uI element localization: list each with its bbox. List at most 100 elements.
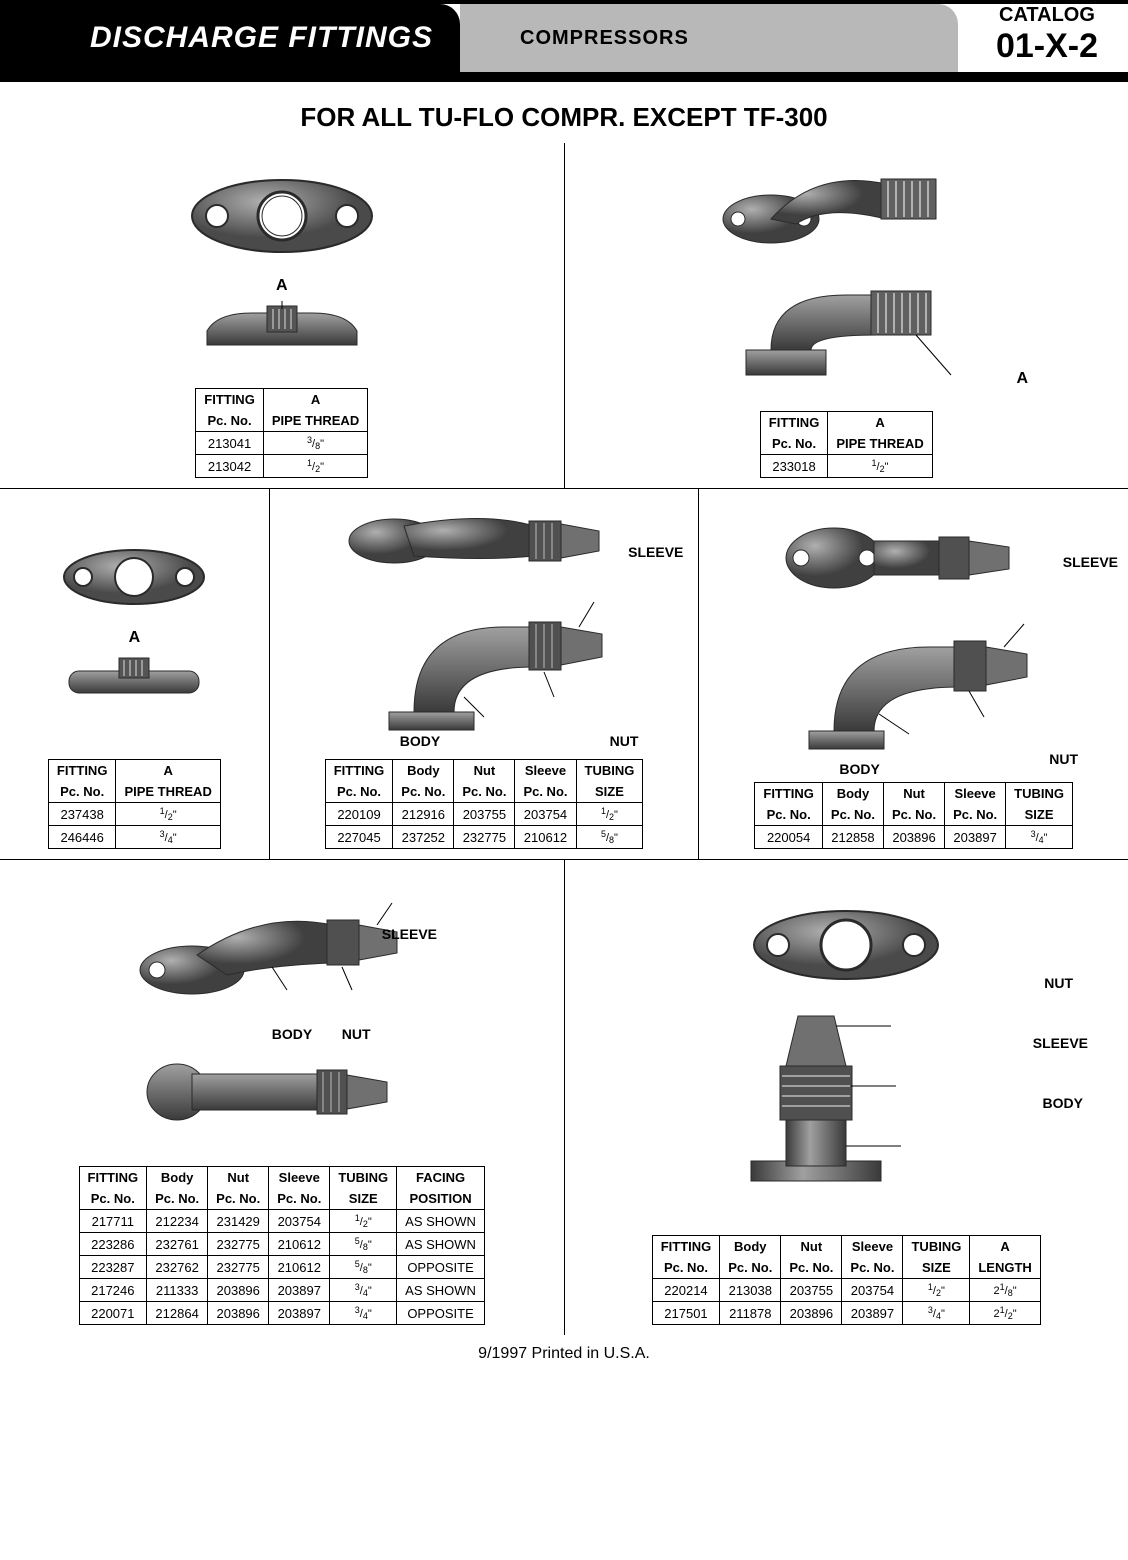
col-header: A bbox=[828, 412, 932, 434]
cell: 203896 bbox=[884, 826, 945, 849]
cell: 211333 bbox=[147, 1279, 208, 1302]
cell-elbow-2: SLEEVE NUT BODY FITTINGBodyNutSleeveTUBI… bbox=[270, 489, 700, 859]
cell: 203896 bbox=[208, 1279, 269, 1302]
col-subheader: PIPE THREAD bbox=[116, 781, 220, 803]
table-row: 2201092129162037552037541/2" bbox=[325, 803, 643, 826]
table-row: 2130413/8" bbox=[196, 432, 368, 455]
elbow-assy-top-icon bbox=[344, 506, 624, 576]
cell: 203897 bbox=[269, 1279, 330, 1302]
cell: 3/8" bbox=[263, 432, 367, 455]
cell: 212234 bbox=[147, 1210, 208, 1233]
cell: 1/2" bbox=[330, 1210, 397, 1233]
table-2: FITTINGAPc. No.PIPE THREAD2330181/2" bbox=[760, 411, 933, 478]
col-header: Sleeve bbox=[515, 760, 576, 782]
label-body-4: BODY bbox=[1043, 1095, 1083, 1111]
cell: 220109 bbox=[325, 803, 393, 826]
col-header: Body bbox=[147, 1167, 208, 1189]
cell: 227045 bbox=[325, 826, 393, 849]
col-header: Nut bbox=[884, 783, 945, 805]
cell: 212858 bbox=[822, 826, 883, 849]
col-subheader: LENGTH bbox=[970, 1257, 1040, 1279]
elbow-side-icon bbox=[716, 275, 976, 385]
table-3: FITTINGAPc. No.PIPE THREAD2374381/2"2464… bbox=[48, 759, 221, 849]
col-subheader: POSITION bbox=[397, 1188, 485, 1210]
col-header: FITTING bbox=[325, 760, 393, 782]
col-header: TUBING bbox=[576, 760, 643, 782]
cell: 5/8" bbox=[330, 1256, 397, 1279]
col-subheader: SIZE bbox=[330, 1188, 397, 1210]
table-row: 2464463/4" bbox=[48, 826, 220, 849]
cell: OPPOSITE bbox=[397, 1302, 485, 1325]
cell: 213038 bbox=[720, 1279, 781, 1302]
col-header: A bbox=[263, 389, 367, 411]
col-header: FITTING bbox=[652, 1236, 720, 1258]
label-nut-2: NUT bbox=[1049, 751, 1078, 767]
table-7: FITTINGBodyNutSleeveTUBINGAPc. No.Pc. No… bbox=[652, 1235, 1041, 1325]
cell: 220071 bbox=[79, 1302, 147, 1325]
flange-side-view-icon bbox=[197, 301, 367, 351]
catalog-number: 01-X-2 bbox=[996, 27, 1098, 66]
col-subheader: Pc. No. bbox=[842, 1257, 903, 1279]
col-subheader: Pc. No. bbox=[781, 1257, 842, 1279]
cell: 203897 bbox=[269, 1302, 330, 1325]
col-header: Sleeve bbox=[269, 1167, 330, 1189]
elbow-assy-top-2-icon bbox=[779, 513, 1049, 598]
label-sleeve-3: SLEEVE bbox=[382, 926, 437, 942]
row-1: A FITTINGAPc. No.PIPE THREAD2130413/8"21… bbox=[0, 143, 1128, 489]
cell: 1/2" bbox=[576, 803, 643, 826]
page-title: FOR ALL TU-FLO COMPR. EXCEPT TF-300 bbox=[0, 102, 1128, 133]
cell: 1/2" bbox=[263, 455, 367, 478]
cell: 203896 bbox=[781, 1302, 842, 1325]
table-row: 2202142130382037552037541/2"21/8" bbox=[652, 1279, 1040, 1302]
cell: 220054 bbox=[755, 826, 823, 849]
label-sleeve-4: SLEEVE bbox=[1033, 1035, 1088, 1051]
table-row: 2200542128582038962038973/4" bbox=[755, 826, 1073, 849]
elbow-face-side-icon bbox=[137, 1052, 427, 1127]
cell-straight: NUT SLEEVE BODY FITTINGBodyNutSleeveTUBI… bbox=[565, 860, 1128, 1335]
col-header: FITTING bbox=[760, 412, 828, 434]
col-subheader: Pc. No. bbox=[884, 804, 945, 826]
cell: 231429 bbox=[208, 1210, 269, 1233]
row-3: BODY NUT SLEEVE FITTINGBodyNutSleeveTUBI… bbox=[0, 860, 1128, 1335]
cell: 1/2" bbox=[903, 1279, 970, 1302]
flange-top-3-icon bbox=[746, 905, 946, 985]
cell: 203755 bbox=[454, 803, 515, 826]
table-row: 2172462113332038962038973/4"AS SHOWN bbox=[79, 1279, 484, 1302]
cell: 213042 bbox=[196, 455, 264, 478]
col-header: A bbox=[116, 760, 220, 782]
col-subheader: Pc. No. bbox=[652, 1257, 720, 1279]
cell: 232761 bbox=[147, 1233, 208, 1256]
col-header: Nut bbox=[454, 760, 515, 782]
table-row: 2177112122342314292037541/2"AS SHOWN bbox=[79, 1210, 484, 1233]
cell: 21/2" bbox=[970, 1302, 1040, 1325]
cell: 5/8" bbox=[576, 826, 643, 849]
col-header: TUBING bbox=[903, 1236, 970, 1258]
table-1: FITTINGAPc. No.PIPE THREAD2130413/8"2130… bbox=[195, 388, 368, 478]
section-tab: COMPRESSORS bbox=[460, 4, 958, 72]
col-header: FITTING bbox=[79, 1167, 147, 1189]
cell: 3/4" bbox=[903, 1302, 970, 1325]
col-header: Sleeve bbox=[945, 783, 1006, 805]
dim-A-3: A bbox=[129, 629, 141, 647]
table-row: 2374381/2" bbox=[48, 803, 220, 826]
cell: 3/4" bbox=[330, 1302, 397, 1325]
label-body-3: BODY bbox=[272, 1026, 312, 1042]
cell: 1/2" bbox=[828, 455, 932, 478]
col-subheader: Pc. No. bbox=[208, 1188, 269, 1210]
catalog-box: CATALOG 01-X-2 bbox=[996, 4, 1098, 66]
col-header: FACING bbox=[397, 1167, 485, 1189]
cell: 246446 bbox=[48, 826, 116, 849]
col-subheader: PIPE THREAD bbox=[828, 433, 932, 455]
cell: 210612 bbox=[269, 1233, 330, 1256]
label-nut-3: NUT bbox=[342, 1026, 371, 1042]
cell: 232775 bbox=[454, 826, 515, 849]
col-header: Nut bbox=[781, 1236, 842, 1258]
cell: 211878 bbox=[720, 1302, 781, 1325]
elbow-face-top-icon bbox=[132, 895, 432, 1005]
cell: AS SHOWN bbox=[397, 1210, 485, 1233]
col-header: Body bbox=[822, 783, 883, 805]
flange-top-view-icon bbox=[187, 176, 377, 256]
col-header: Body bbox=[720, 1236, 781, 1258]
table-row: 2270452372522327752106125/8" bbox=[325, 826, 643, 849]
cell: 210612 bbox=[515, 826, 576, 849]
